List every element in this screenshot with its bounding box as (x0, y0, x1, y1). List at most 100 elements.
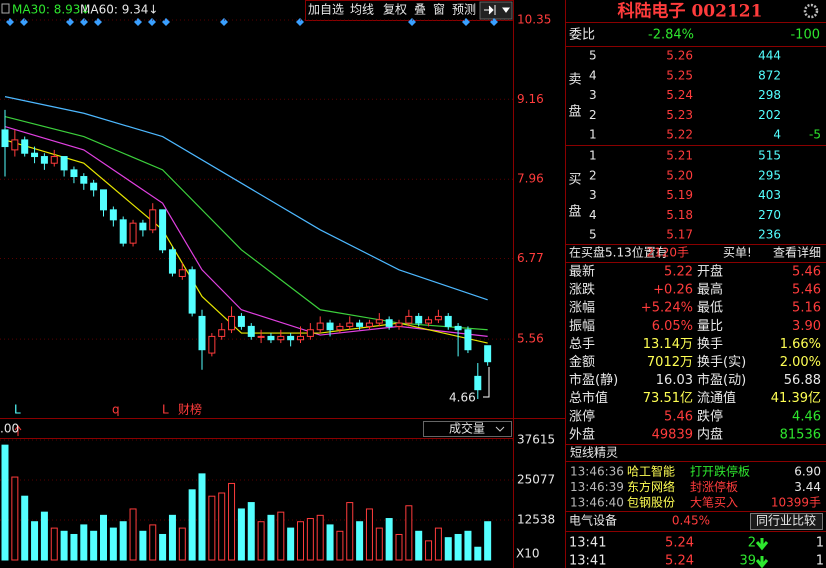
candle-body (365, 322, 373, 327)
price: 5.23 (666, 108, 693, 122)
level: 4 (589, 68, 597, 82)
candle-body (188, 269, 196, 314)
alert-value: 6.90 (794, 465, 821, 479)
change: -5 (809, 128, 821, 142)
volume-bar (287, 527, 295, 561)
volume-bar (129, 508, 137, 561)
volume-bar (336, 530, 344, 561)
volume-dropdown[interactable] (423, 421, 512, 437)
volume-bar (365, 508, 373, 561)
volume-bar (474, 546, 482, 561)
candle-body (90, 182, 98, 191)
notice-volume: 2120手 (646, 246, 689, 260)
candle-body (119, 219, 127, 244)
volume-bar (90, 530, 98, 561)
volume: 403 (758, 188, 781, 202)
tick-price: 5.24 (665, 554, 694, 568)
stat-label: 总手 (569, 337, 595, 352)
stat-value: 5.46 (664, 409, 693, 424)
volume-bar (257, 521, 265, 561)
toolbar-menu[interactable] (479, 1, 513, 20)
candle-body (454, 325, 462, 331)
stat-label: 跌停 (697, 408, 723, 424)
volume-bar (247, 502, 255, 561)
volume-bar (375, 527, 383, 561)
volume-bar (326, 524, 334, 561)
volume-bar (434, 527, 442, 561)
volume: 202 (758, 108, 781, 122)
volume-bar (316, 514, 324, 561)
stat-label: 振幅 (569, 319, 595, 334)
candle-body (306, 329, 314, 337)
price: 5.24 (666, 88, 693, 102)
stat-value: +0.26 (653, 283, 693, 298)
volume-bar (159, 533, 167, 561)
level: 3 (589, 188, 597, 202)
volume-bar (356, 521, 364, 561)
volume-bar (109, 527, 117, 561)
candle-body (336, 325, 344, 331)
candle-body (434, 315, 442, 321)
low-pointer (483, 367, 490, 398)
alert-time: 13:46:36 (570, 465, 624, 479)
tick-volume: 2 (748, 536, 756, 551)
volume-bar (297, 521, 304, 561)
stat-label: 量比 (697, 319, 723, 334)
side-label: 盘 (568, 104, 581, 120)
candle-body (484, 345, 492, 363)
ma-legend: MA60: 9.34↓ (80, 3, 158, 17)
toolbar-button[interactable]: 预测 (452, 3, 476, 17)
candle-body (326, 322, 334, 331)
volume-bar (454, 533, 462, 561)
stat-label: 内盘 (697, 426, 723, 442)
stat-label: 最高 (697, 282, 723, 298)
toolbar-button[interactable]: 窗 (433, 3, 445, 17)
stat-label: 金额 (569, 354, 595, 370)
price: 5.17 (666, 228, 693, 242)
volume: 236 (758, 228, 781, 242)
level: 4 (589, 208, 597, 222)
signal-diamond (20, 18, 28, 26)
compare-button[interactable] (750, 513, 823, 530)
candle-body (31, 152, 39, 158)
volume-title[interactable]: 成交量 (449, 421, 485, 436)
tick-price: 5.24 (665, 536, 694, 551)
y-tick-label: 5.56 (517, 332, 544, 346)
sector-compare[interactable]: 同行业比较 (756, 513, 816, 528)
chart-marker: L (14, 403, 21, 417)
candle-body (346, 322, 354, 327)
volume-left-label: .00 (0, 422, 19, 436)
candle-body (80, 176, 88, 184)
candle-body (316, 322, 324, 331)
toolbar-button[interactable]: 叠 (414, 3, 426, 17)
alert-event: 大笔买入 (690, 495, 738, 510)
volume-bar (464, 530, 472, 561)
volume-bar (228, 482, 236, 561)
volume-bar (60, 530, 68, 561)
candle-body (218, 329, 226, 337)
candle-body (237, 315, 245, 327)
toolbar-button[interactable]: 均线 (350, 3, 374, 17)
volume-bar (267, 514, 275, 561)
sector-name: 电气设备 (569, 513, 617, 528)
y-tick-label: 25077 (517, 472, 555, 486)
volume-bar (188, 489, 196, 561)
candle-body (50, 156, 58, 164)
signal-diamond (408, 18, 416, 26)
candle-body (297, 335, 304, 341)
toolbar-button[interactable]: 加自选 (308, 3, 344, 17)
y-tick-label: 7.96 (517, 172, 544, 186)
alert-stock: 哈工智能 (627, 464, 675, 479)
toolbar-button[interactable]: 复权 (383, 3, 407, 17)
stat-value: 5.46 (792, 283, 821, 298)
notice-link[interactable]: 查看详细 (773, 245, 821, 260)
alert-time: 13:46:39 (570, 480, 624, 494)
settings-icon[interactable] (803, 3, 819, 19)
stat-label: 市盈(动) (697, 372, 746, 388)
stat-value: 81536 (780, 427, 821, 442)
volume-bar (346, 502, 354, 561)
candle-body (444, 315, 452, 327)
sector-change: 0.45% (672, 514, 710, 528)
